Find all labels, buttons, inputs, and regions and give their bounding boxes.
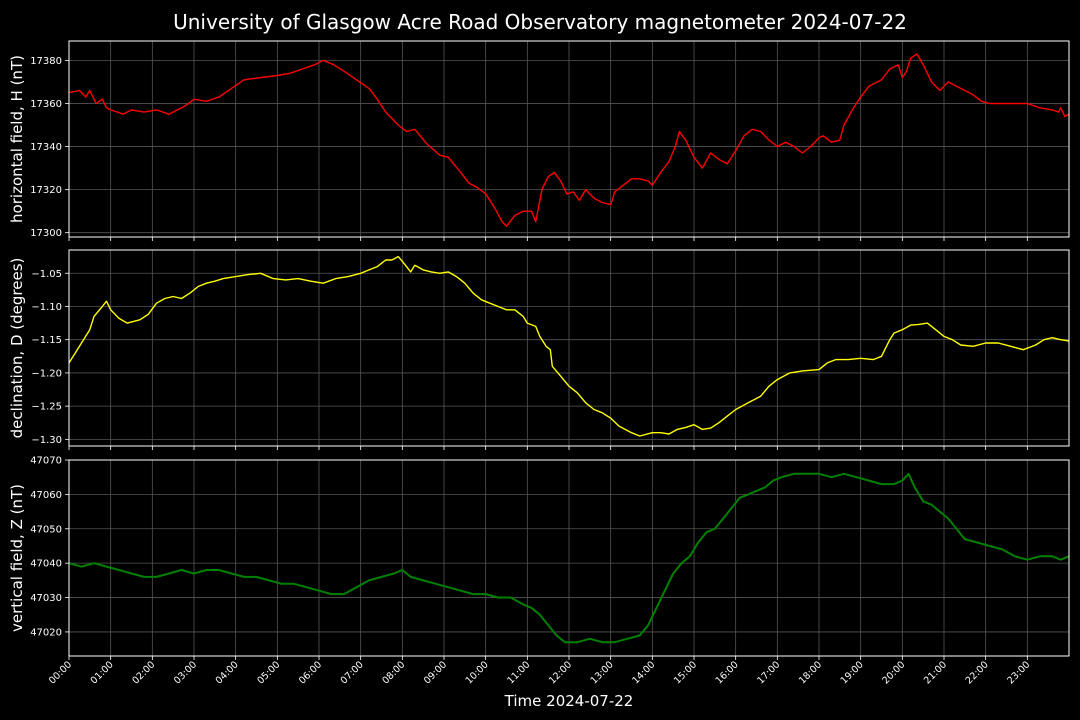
axes-frame (68, 249, 1070, 447)
series-line-Z (68, 472, 1070, 644)
panel-Z: 47020 47030 47040 47050 47060 47070 vertical f… (8, 456, 1070, 660)
y-tick-label: −1.15 (31, 335, 62, 346)
y-tick-label: −1.10 (31, 302, 62, 313)
series-line-H (68, 53, 1070, 227)
panel-H: 17300 17320 17340 17360 17380 horizontal fiel… (8, 40, 1070, 241)
y-tick-label: 17380 (30, 56, 62, 67)
x-axis-label: Time 2024-07-22 (504, 692, 634, 710)
chart-title: University of Glasgow Acre Road Observat… (173, 10, 907, 34)
y-tick-label: 47040 (30, 559, 62, 570)
y-tick-label: 17360 (30, 99, 62, 110)
y-tick-label: 47050 (30, 524, 62, 535)
y-tick-label: 47060 (30, 490, 62, 501)
y-tick-label: 47070 (30, 456, 62, 467)
y-tick-label: −1.20 (31, 368, 62, 379)
y-tick-label: 17320 (30, 185, 62, 196)
y-tick-label: 47030 (30, 593, 62, 604)
y-axis-label: horizontal field, H (nT) (8, 55, 26, 223)
y-tick-label: 17340 (30, 142, 62, 153)
y-tick-label: 47020 (30, 627, 62, 638)
y-axis-label: declination, D (degrees) (8, 258, 26, 439)
axes-frame (68, 40, 1070, 238)
y-tick-label: −1.25 (31, 402, 62, 413)
y-tick-label: 17300 (30, 228, 62, 239)
y-axis-label: vertical field, Z (nT) (8, 484, 26, 632)
series-line-D (68, 255, 1070, 437)
axes-frame (68, 459, 1070, 657)
panel-D: −1.30 −1.25 −1.20 −1.15 −1.10 −1.05 declinatio… (8, 249, 1070, 450)
chart-panels: 17300 17320 17340 17360 17380 horizontal fiel… (8, 40, 1070, 660)
y-tick-label: −1.05 (31, 269, 62, 280)
y-tick-label: −1.30 (31, 435, 62, 446)
